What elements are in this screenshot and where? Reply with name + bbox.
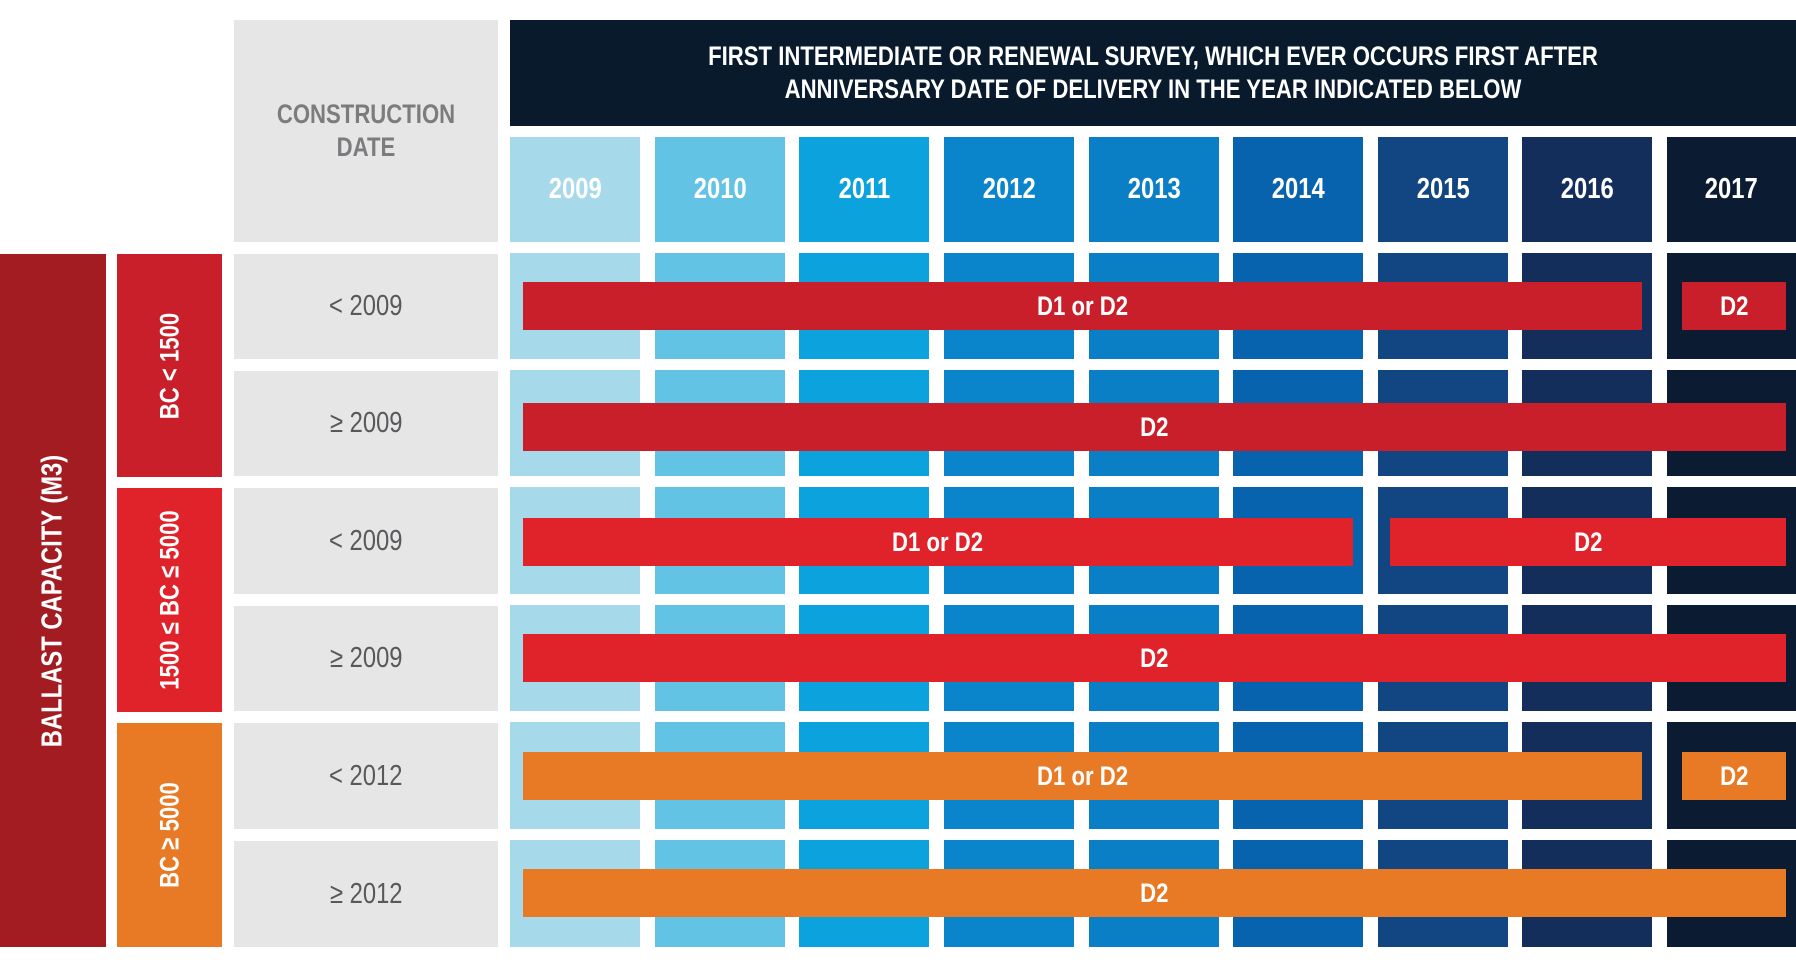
year-label: 2010 <box>693 173 747 205</box>
row-divider <box>510 594 1796 605</box>
row-divider <box>510 711 1796 722</box>
requirement-bar-d1-or-d2: D1 or D2 <box>523 752 1642 800</box>
year-label: 2015 <box>1416 173 1470 205</box>
group-label: BC < 1500 <box>154 312 184 419</box>
year-header-2012: 2012 <box>944 137 1074 242</box>
row-divider <box>510 476 1796 487</box>
survey-header-line-1: FIRST INTERMEDIATE OR RENEWAL SURVEY, WH… <box>708 41 1598 71</box>
year-header-2015: 2015 <box>1378 137 1508 242</box>
requirement-bar-d2: D2 <box>1682 282 1786 330</box>
requirement-bar-d2: D2 <box>523 403 1786 451</box>
construction-date-value: ≥ 2012 <box>329 877 403 910</box>
year-label: 2017 <box>1705 173 1758 205</box>
group-bc-1500-5000: 1500 ≤ BC ≤ 5000 <box>117 488 222 712</box>
row-divider <box>510 829 1796 840</box>
construction-date-cell: ≥ 2009 <box>234 606 498 711</box>
year-header-2009: 2009 <box>510 137 640 242</box>
construction-date-header: CONSTRUCTION DATE <box>234 20 498 242</box>
ballast-capacity-label: BALLAST CAPACITY (M3) <box>36 454 69 747</box>
year-header-2013: 2013 <box>1089 137 1219 242</box>
requirement-bar-d2: D2 <box>1390 518 1786 566</box>
construction-date-value: < 2009 <box>329 290 403 322</box>
construction-date-cell: ≥ 2012 <box>234 841 498 947</box>
requirement-bar-d1-or-d2: D1 or D2 <box>523 282 1642 330</box>
year-label: 2014 <box>1271 173 1325 205</box>
group-label: 1500 ≤ BC ≤ 5000 <box>154 510 184 690</box>
row-divider <box>510 359 1796 370</box>
survey-header: FIRST INTERMEDIATE OR RENEWAL SURVEY, WH… <box>510 20 1796 126</box>
year-label: 2009 <box>548 173 602 205</box>
requirement-bar-label: D1 or D2 <box>1036 290 1129 321</box>
year-header-2011: 2011 <box>799 137 929 242</box>
requirement-bar-label: D2 <box>1140 877 1169 908</box>
construction-date-value: ≥ 2009 <box>329 642 403 674</box>
requirement-bar-label: D1 or D2 <box>892 526 984 557</box>
year-label: 2013 <box>1127 173 1181 205</box>
construction-date-cell: < 2009 <box>234 254 498 359</box>
construction-date-value: < 2009 <box>329 524 403 557</box>
year-header-2010: 2010 <box>655 137 785 242</box>
year-label: 2012 <box>982 173 1036 205</box>
construction-date-value: < 2012 <box>329 759 403 792</box>
requirement-bar-d2: D2 <box>523 869 1786 917</box>
year-header-2014: 2014 <box>1233 137 1363 242</box>
construction-date-value: ≥ 2009 <box>329 407 403 439</box>
ballast-capacity-label-cell: BALLAST CAPACITY (M3) <box>0 254 106 947</box>
construction-header-line-2: DATE <box>336 132 396 162</box>
requirement-bar-label: D2 <box>1719 290 1749 321</box>
group-bc-under-1500: BC < 1500 <box>117 254 222 477</box>
requirement-bar-d1-or-d2: D1 or D2 <box>523 518 1353 566</box>
row-divider <box>510 242 1796 253</box>
requirement-bar-label: D2 <box>1573 526 1603 557</box>
requirement-bar-d2: D2 <box>1682 752 1786 800</box>
survey-header-line-2: ANNIVERSARY DATE OF DELIVERY IN THE YEAR… <box>784 74 1522 104</box>
year-header-2017: 2017 <box>1667 137 1796 242</box>
construction-date-cell: < 2009 <box>234 488 498 594</box>
year-header-2016: 2016 <box>1522 137 1652 242</box>
group-label: BC ≥ 5000 <box>154 782 184 888</box>
requirement-bar-label: D1 or D2 <box>1036 760 1129 791</box>
year-label: 2011 <box>838 173 890 205</box>
construction-date-cell: < 2012 <box>234 723 498 829</box>
group-bc-over-5000: BC ≥ 5000 <box>117 723 222 947</box>
requirement-bar-d2: D2 <box>523 634 1786 682</box>
construction-header-line-1: CONSTRUCTION <box>276 99 456 129</box>
requirement-bar-label: D2 <box>1719 760 1749 791</box>
construction-date-cell: ≥ 2009 <box>234 371 498 476</box>
requirement-bar-label: D2 <box>1140 411 1169 442</box>
year-label: 2016 <box>1560 173 1614 205</box>
requirement-bar-label: D2 <box>1140 642 1169 673</box>
